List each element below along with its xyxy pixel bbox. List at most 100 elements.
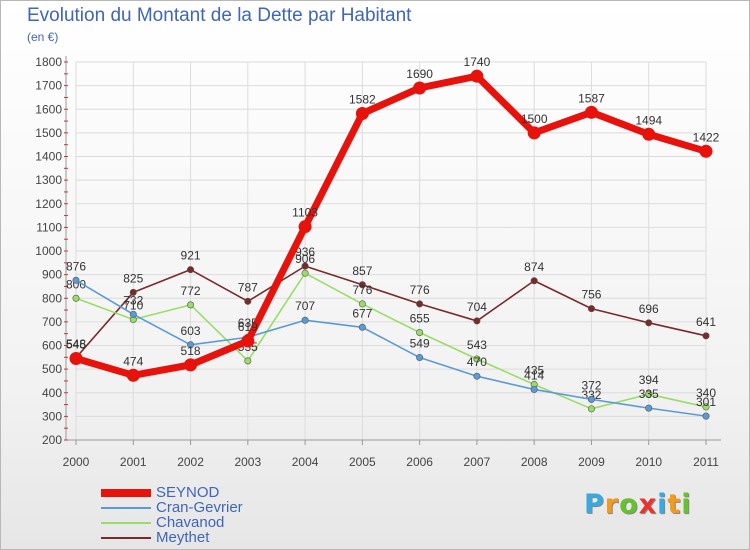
data-point [355,107,369,121]
data-label: 696 [639,302,659,316]
data-point [187,341,195,349]
x-tick-label: 2004 [292,455,319,469]
data-point [129,310,137,318]
data-point [301,262,309,270]
data-point [645,390,653,398]
data-point [702,403,710,411]
data-point [129,288,137,296]
legend-label: Meythet [156,529,210,546]
y-tick-label: 900 [42,268,62,282]
data-point [587,405,595,413]
data-point [416,329,424,337]
legend-swatch [101,489,151,497]
data-point [184,358,198,372]
y-tick-label: 1000 [35,244,62,258]
x-tick-label: 2002 [177,455,204,469]
data-label: 641 [696,315,716,329]
data-label: 548 [66,337,86,351]
data-label: 876 [66,259,86,273]
data-label: 772 [181,284,201,298]
data-point [642,127,656,141]
data-label: 936 [295,245,315,259]
data-label: 1422 [693,130,720,144]
data-label: 1690 [406,67,433,81]
x-tick-label: 2006 [406,455,433,469]
y-tick-label: 400 [42,386,62,400]
data-label: 825 [123,271,143,285]
data-label: 756 [581,288,601,302]
data-label: 1587 [578,91,605,105]
data-label: 707 [295,299,315,313]
y-tick-label: 700 [42,315,62,329]
data-point [301,316,309,324]
x-tick-label: 2009 [578,455,605,469]
chart-subtitle: (en €) [27,30,59,44]
data-point [699,144,713,158]
x-tick-label: 2011 [693,455,719,469]
data-point [301,269,309,277]
y-tick-label: 1600 [35,102,62,116]
data-label: 518 [181,344,201,358]
data-point [587,305,595,313]
data-point [72,294,80,302]
legend-swatch [101,507,151,509]
brand-logo: Proxiti [584,489,692,520]
data-point [413,81,427,95]
legend-swatch [101,522,151,524]
data-point [530,277,538,285]
y-tick-label: 200 [42,433,62,447]
chart-legend: SEYNOD Cran-Gevrier Chavanod Meythet [101,484,321,546]
data-point [69,351,83,365]
data-point [244,297,252,305]
legend-item: SEYNOD [101,484,321,501]
data-point [584,105,598,119]
data-label: 776 [352,283,372,297]
data-label: 335 [639,387,659,401]
series-line-cran-gevrier [75,279,707,417]
x-tick-label: 2008 [521,455,548,469]
data-label: 1494 [635,113,662,127]
data-point [470,69,484,83]
legend-label: SEYNOD [156,484,220,501]
legend-item: Chavanod [101,514,321,531]
data-label: 545 [66,337,86,351]
data-point [416,354,424,362]
y-tick-label: 1200 [35,197,62,211]
legend-swatch [101,537,151,539]
data-label: 394 [639,373,659,387]
data-label: 603 [181,324,201,338]
data-label: 543 [467,338,487,352]
y-tick-label: 1100 [36,220,62,234]
data-point [587,395,595,403]
data-point [241,334,255,348]
data-point [187,301,195,309]
y-tick-label: 1300 [35,173,62,187]
data-point [527,126,541,140]
y-tick-label: 600 [42,339,62,353]
data-label: 1740 [464,55,491,69]
data-label: 710 [123,299,143,313]
y-tick-label: 1700 [35,79,62,93]
data-point [645,319,653,327]
series-line-seynod [72,72,710,379]
data-label: 655 [410,312,430,326]
chart-title: Evolution du Montant de la Dette par Hab… [27,5,412,26]
data-label: 800 [66,277,86,291]
data-label: 787 [238,280,258,294]
series-line-meythet [75,265,707,359]
data-point [416,300,424,308]
data-label: 470 [467,355,487,369]
y-tick-label: 1800 [35,55,62,69]
data-point [244,357,252,365]
data-point [473,355,481,363]
data-label: 474 [123,354,143,368]
data-point [358,300,366,308]
data-point [473,372,481,380]
data-point [702,412,710,420]
data-label: 414 [524,368,544,382]
data-label: 1500 [521,112,548,126]
y-tick-label: 1500 [35,126,62,140]
data-point [473,317,481,325]
data-label: 1582 [349,93,376,107]
